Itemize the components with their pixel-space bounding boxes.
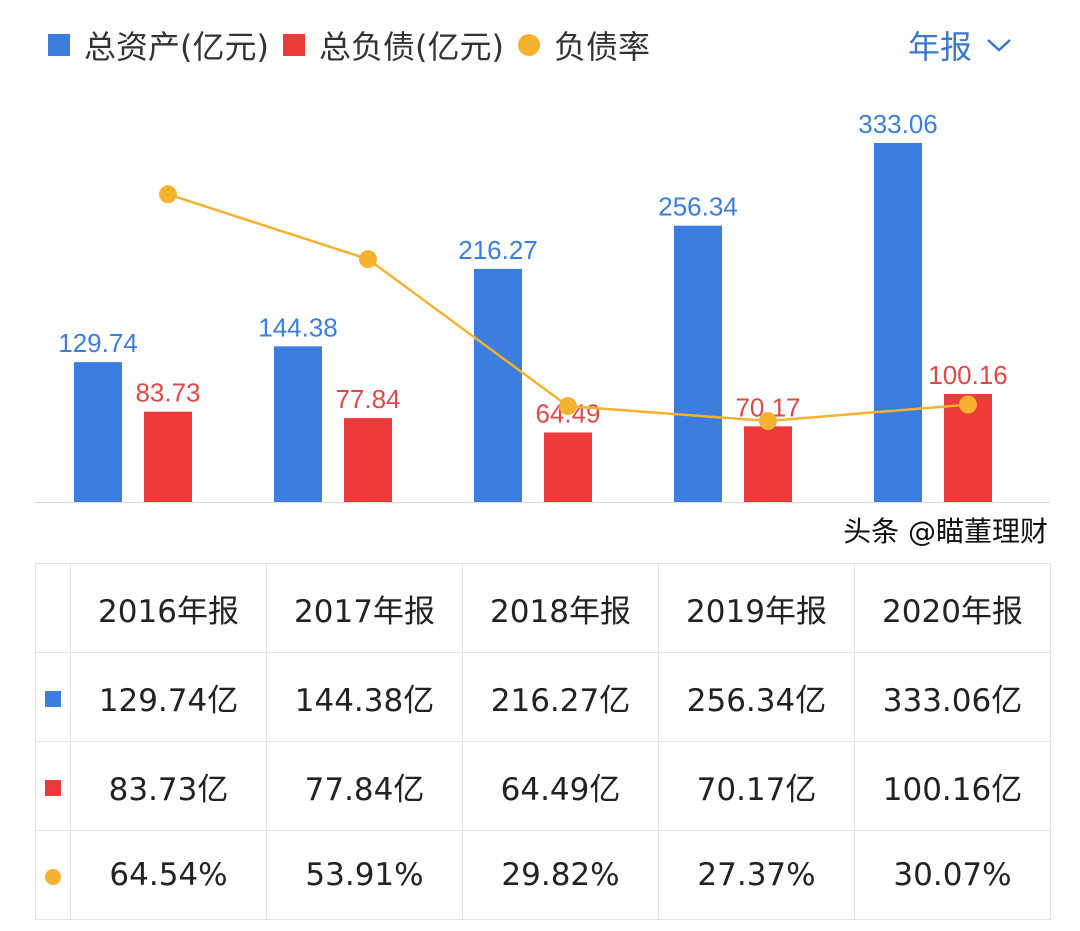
liabilities-bar — [744, 426, 792, 502]
period-dropdown[interactable]: 年报 — [908, 22, 1012, 68]
chart: 129.7483.73144.3877.84216.2764.49256.347… — [35, 109, 1050, 503]
ratio-point — [359, 250, 377, 269]
table-header: 2020年报 — [854, 563, 1051, 653]
assets-bar — [274, 346, 322, 502]
assets-bar — [474, 268, 522, 502]
liabilities-bar — [344, 418, 392, 502]
liabilities-data-label: 100.16 — [928, 360, 1008, 390]
watermark: 头条 @瞄董理财 — [843, 515, 1048, 548]
legend-assets[interactable]: 总资产(亿元) — [84, 28, 269, 66]
table-row: 129.74亿 144.38亿 216.27亿 256.34亿 333.06亿 — [35, 652, 1051, 742]
table-cell: 77.84亿 — [266, 741, 463, 831]
table-cell: 64.54% — [70, 830, 267, 920]
ratio-point — [559, 397, 577, 416]
table-row: 83.73亿 77.84亿 64.49亿 70.17亿 100.16亿 — [35, 741, 1051, 831]
table-cell: 100.16亿 — [854, 741, 1051, 831]
assets-data-label: 256.34 — [658, 192, 738, 222]
liabilities-square-icon — [45, 780, 61, 796]
table-header: 2018年报 — [462, 563, 659, 653]
assets-square-icon — [45, 691, 61, 707]
table-cell: 83.73亿 — [70, 741, 267, 831]
table-cell: 70.17亿 — [658, 741, 855, 831]
assets-bar — [874, 142, 922, 503]
table-header: 2017年报 — [266, 563, 463, 653]
table-header: 2019年报 — [658, 563, 855, 653]
table-cell: 256.34亿 — [658, 652, 855, 742]
assets-data-label: 216.27 — [458, 235, 538, 265]
legend: 总资产(亿元) 总负债(亿元) 负债率 — [48, 22, 664, 68]
data-table: 2016年报 2017年报 2018年报 2019年报 2020年报 129.7… — [35, 563, 1051, 920]
table-cell: 216.27亿 — [462, 652, 659, 742]
liabilities-bar — [544, 432, 592, 502]
assets-data-label: 333.06 — [858, 109, 938, 139]
ratio-point — [159, 185, 177, 204]
table-cell: 144.38亿 — [266, 652, 463, 742]
ratio-point — [959, 395, 977, 414]
assets-data-label: 129.74 — [58, 328, 138, 358]
table-header-row: 2016年报 2017年报 2018年报 2019年报 2020年报 — [35, 563, 1051, 653]
liabilities-data-label: 77.84 — [335, 384, 400, 414]
liabilities-bar — [144, 411, 192, 502]
legend-assets-swatch[interactable] — [48, 34, 70, 56]
chevron-down-icon — [987, 39, 1011, 52]
assets-bar — [674, 225, 722, 503]
table-cell: 30.07% — [854, 830, 1051, 920]
assets-data-label: 144.38 — [258, 312, 338, 342]
table-cell: 333.06亿 — [854, 652, 1051, 742]
table-header: 2016年报 — [70, 563, 267, 653]
table-cell: 64.49亿 — [462, 741, 659, 831]
legend-liabilities-swatch[interactable] — [282, 34, 305, 56]
ratio-point — [759, 412, 777, 431]
ratio-dot-icon — [45, 869, 61, 885]
table-cell: 53.91% — [266, 830, 463, 920]
legend-ratio-swatch[interactable] — [517, 34, 540, 56]
period-label: 年报 — [908, 28, 973, 66]
legend-ratio[interactable]: 负债率 — [553, 28, 650, 66]
table-cell: 27.37% — [658, 830, 855, 920]
table-cell: 29.82% — [462, 830, 659, 920]
table-cell: 129.74亿 — [70, 652, 267, 742]
table-row: 64.54% 53.91% 29.82% 27.37% 30.07% — [35, 830, 1051, 920]
liabilities-data-label: 83.73 — [135, 378, 200, 408]
legend-liabilities[interactable]: 总负债(亿元) — [318, 28, 504, 66]
assets-bar — [74, 362, 122, 502]
